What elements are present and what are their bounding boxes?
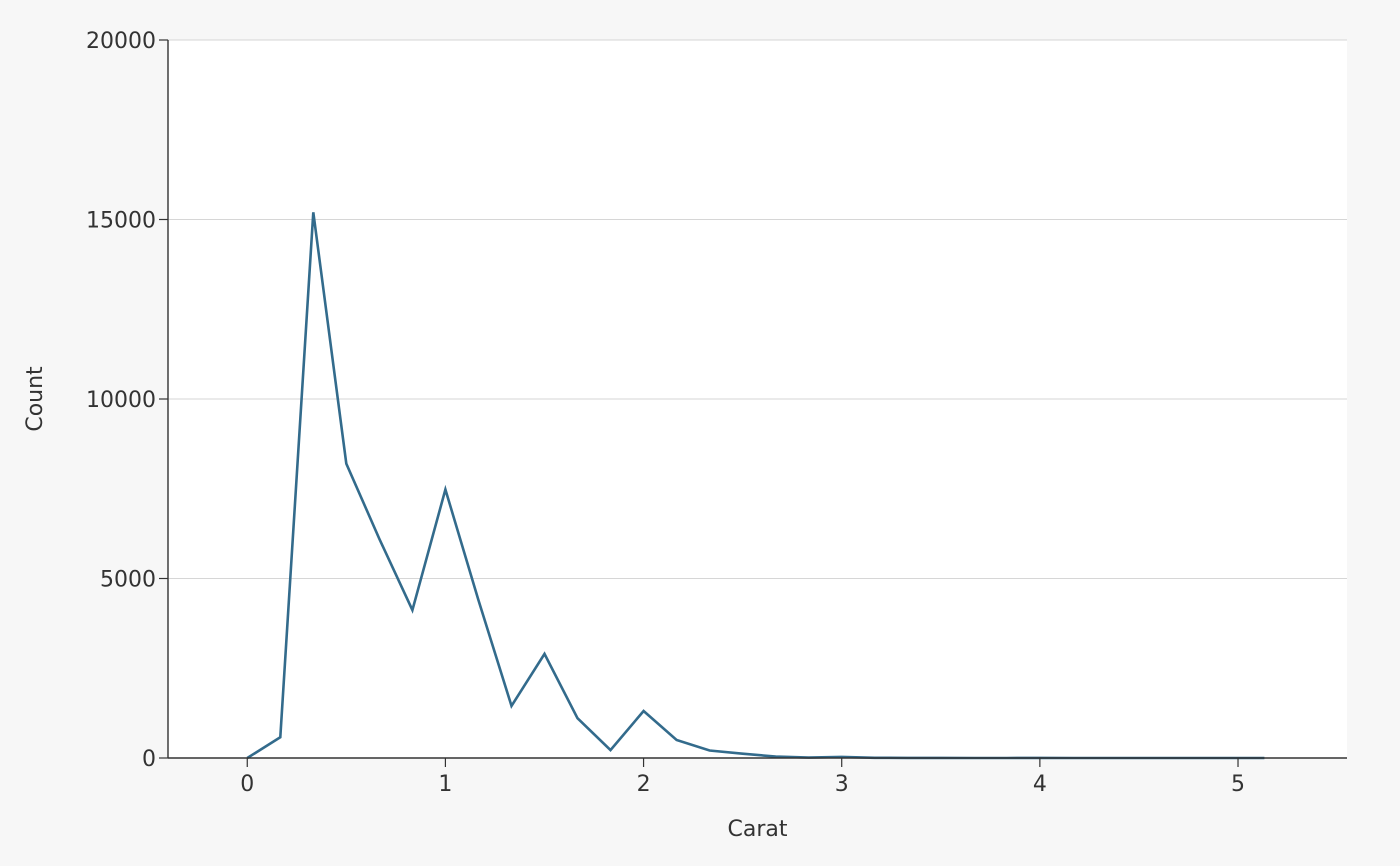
- y-tick-label: 5000: [100, 568, 156, 593]
- gridlines: [168, 39, 1347, 579]
- x-tick-label: 4: [1033, 772, 1047, 797]
- x-tick-label: 3: [835, 772, 849, 797]
- y-tick-label: 10000: [86, 388, 156, 413]
- x-axis-title: Carat: [728, 817, 788, 842]
- y-tick-label: 15000: [86, 209, 156, 234]
- tick-labels: 0 5000 10000 15000 20000 0 1 2 3 4 5: [86, 29, 1245, 797]
- x-tick-label: 2: [637, 772, 651, 797]
- x-tick-label: 5: [1231, 772, 1245, 797]
- y-axis-title: Count: [23, 366, 48, 432]
- y-tick-label: 20000: [86, 29, 156, 54]
- x-tick-label: 1: [438, 772, 452, 797]
- y-tick-label: 0: [142, 747, 156, 772]
- axes: [159, 39, 1347, 767]
- x-tick-label: 0: [240, 772, 254, 797]
